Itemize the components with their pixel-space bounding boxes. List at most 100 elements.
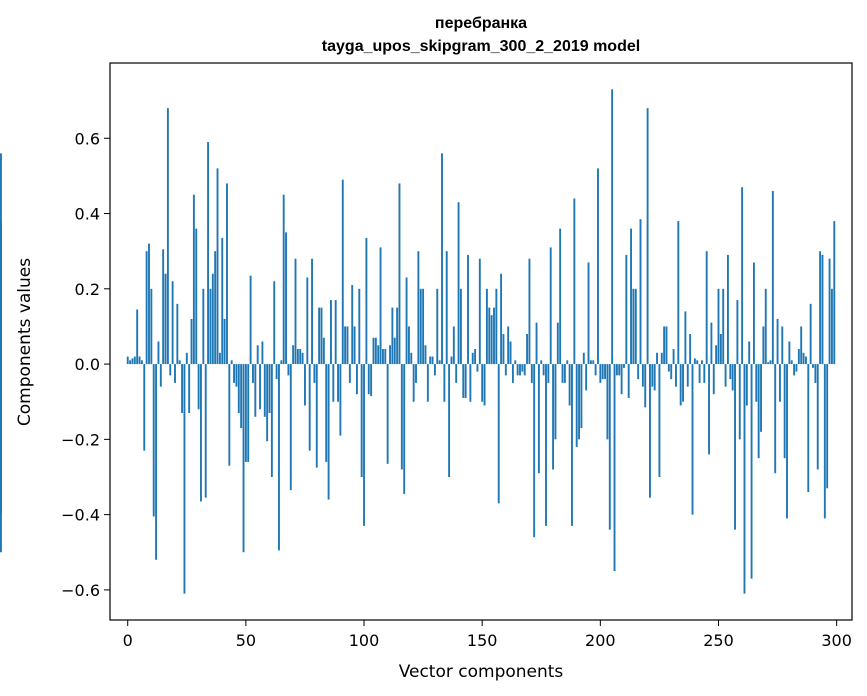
bar bbox=[722, 288, 725, 365]
bar bbox=[233, 364, 236, 383]
bar bbox=[521, 364, 524, 372]
bar bbox=[278, 364, 280, 551]
bar bbox=[613, 364, 616, 572]
bar bbox=[620, 364, 623, 395]
y-tick-label: 0.6 bbox=[75, 129, 100, 148]
bar bbox=[138, 356, 141, 365]
bar bbox=[436, 288, 439, 365]
bar bbox=[495, 288, 498, 365]
bar bbox=[412, 364, 415, 402]
bar bbox=[755, 364, 758, 402]
bar bbox=[235, 364, 238, 387]
bar bbox=[389, 345, 391, 365]
bar bbox=[712, 364, 715, 395]
bar bbox=[632, 288, 635, 365]
bar bbox=[554, 364, 557, 440]
bar bbox=[422, 288, 425, 365]
bar bbox=[804, 356, 807, 365]
bar bbox=[519, 364, 521, 376]
y-axis-ticks: −0.6 −0.4 −0.2 0.0 0.2 0.4 0.6 bbox=[61, 129, 110, 600]
bar bbox=[334, 300, 337, 365]
bar bbox=[528, 258, 531, 365]
bar bbox=[634, 288, 637, 365]
bar bbox=[289, 364, 292, 491]
bar bbox=[294, 258, 297, 365]
bar bbox=[769, 360, 772, 365]
bar bbox=[679, 364, 682, 406]
bar bbox=[601, 364, 604, 380]
bar bbox=[729, 364, 732, 380]
bar bbox=[778, 364, 781, 402]
y-tick-label: 0.4 bbox=[75, 205, 100, 224]
bar bbox=[563, 364, 566, 383]
bar bbox=[282, 194, 285, 365]
bar bbox=[438, 360, 441, 365]
bar bbox=[826, 364, 829, 489]
bar bbox=[788, 341, 791, 365]
bar bbox=[672, 349, 675, 365]
bar bbox=[247, 364, 250, 462]
bar bbox=[540, 360, 543, 365]
bar bbox=[353, 326, 356, 365]
chart-title: перебранка bbox=[435, 15, 527, 32]
bar bbox=[183, 364, 186, 594]
bar bbox=[745, 364, 748, 406]
bar bbox=[675, 364, 677, 387]
bar bbox=[200, 364, 202, 502]
bar bbox=[719, 333, 722, 365]
bar bbox=[814, 364, 817, 383]
bar bbox=[296, 349, 299, 365]
bar bbox=[304, 364, 306, 406]
bar bbox=[308, 364, 311, 451]
bar bbox=[358, 288, 361, 365]
bar bbox=[188, 364, 191, 414]
bar bbox=[218, 352, 221, 365]
bar bbox=[469, 364, 472, 402]
bar bbox=[443, 364, 446, 402]
bar bbox=[665, 326, 668, 365]
bar bbox=[192, 194, 195, 365]
bar bbox=[181, 364, 184, 414]
bar bbox=[776, 318, 779, 365]
bar bbox=[589, 360, 592, 365]
bar bbox=[419, 288, 422, 365]
bar bbox=[407, 326, 410, 365]
bar bbox=[537, 364, 540, 474]
bar bbox=[809, 303, 812, 365]
bar bbox=[724, 364, 727, 387]
bar bbox=[684, 311, 687, 365]
bar bbox=[339, 364, 342, 436]
bar bbox=[615, 364, 618, 376]
bar bbox=[244, 364, 247, 462]
bar bbox=[786, 364, 788, 519]
bar bbox=[819, 251, 822, 365]
bar bbox=[606, 364, 609, 440]
bar bbox=[793, 364, 796, 376]
bar bbox=[571, 364, 573, 526]
bar bbox=[133, 356, 136, 365]
bar bbox=[145, 251, 148, 365]
bar bbox=[502, 333, 505, 365]
bar bbox=[715, 345, 718, 365]
bar bbox=[660, 352, 663, 365]
bar bbox=[315, 364, 318, 468]
bar bbox=[415, 364, 417, 383]
bar bbox=[658, 364, 661, 477]
bar bbox=[360, 364, 363, 477]
bar bbox=[287, 364, 290, 376]
bar bbox=[429, 356, 432, 365]
bar bbox=[696, 360, 699, 365]
bar bbox=[663, 326, 666, 365]
bar bbox=[433, 364, 436, 376]
bar bbox=[594, 364, 597, 376]
bar bbox=[327, 364, 330, 500]
bar bbox=[556, 322, 559, 365]
bar bbox=[637, 364, 640, 380]
bar bbox=[285, 232, 287, 365]
bar bbox=[797, 349, 800, 365]
bar bbox=[490, 315, 493, 365]
bar bbox=[214, 251, 217, 365]
bar bbox=[318, 307, 321, 365]
bar bbox=[686, 364, 689, 387]
